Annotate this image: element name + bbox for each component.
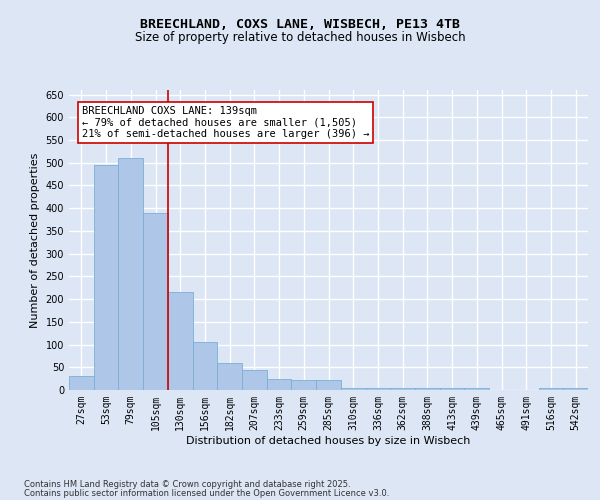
Text: Contains HM Land Registry data © Crown copyright and database right 2025.: Contains HM Land Registry data © Crown c…: [24, 480, 350, 489]
Bar: [415, 388, 440, 390]
Bar: [341, 388, 365, 390]
Y-axis label: Number of detached properties: Number of detached properties: [30, 152, 40, 328]
Text: Contains public sector information licensed under the Open Government Licence v3: Contains public sector information licen…: [24, 489, 389, 498]
Text: Size of property relative to detached houses in Wisbech: Size of property relative to detached ho…: [134, 31, 466, 44]
Bar: [267, 378, 292, 390]
Bar: [390, 388, 415, 390]
Bar: [292, 380, 316, 390]
Bar: [168, 292, 193, 390]
Bar: [316, 380, 341, 390]
Bar: [143, 212, 168, 390]
Bar: [94, 165, 118, 390]
Text: BREECHLAND, COXS LANE, WISBECH, PE13 4TB: BREECHLAND, COXS LANE, WISBECH, PE13 4TB: [140, 18, 460, 30]
Bar: [563, 388, 588, 390]
Bar: [193, 342, 217, 390]
Bar: [118, 158, 143, 390]
Bar: [217, 362, 242, 390]
Text: BREECHLAND COXS LANE: 139sqm
← 79% of detached houses are smaller (1,505)
21% of: BREECHLAND COXS LANE: 139sqm ← 79% of de…: [82, 106, 369, 139]
Bar: [69, 376, 94, 390]
Bar: [365, 388, 390, 390]
Bar: [440, 388, 464, 390]
Bar: [464, 388, 489, 390]
Bar: [539, 388, 563, 390]
X-axis label: Distribution of detached houses by size in Wisbech: Distribution of detached houses by size …: [187, 436, 470, 446]
Bar: [242, 370, 267, 390]
